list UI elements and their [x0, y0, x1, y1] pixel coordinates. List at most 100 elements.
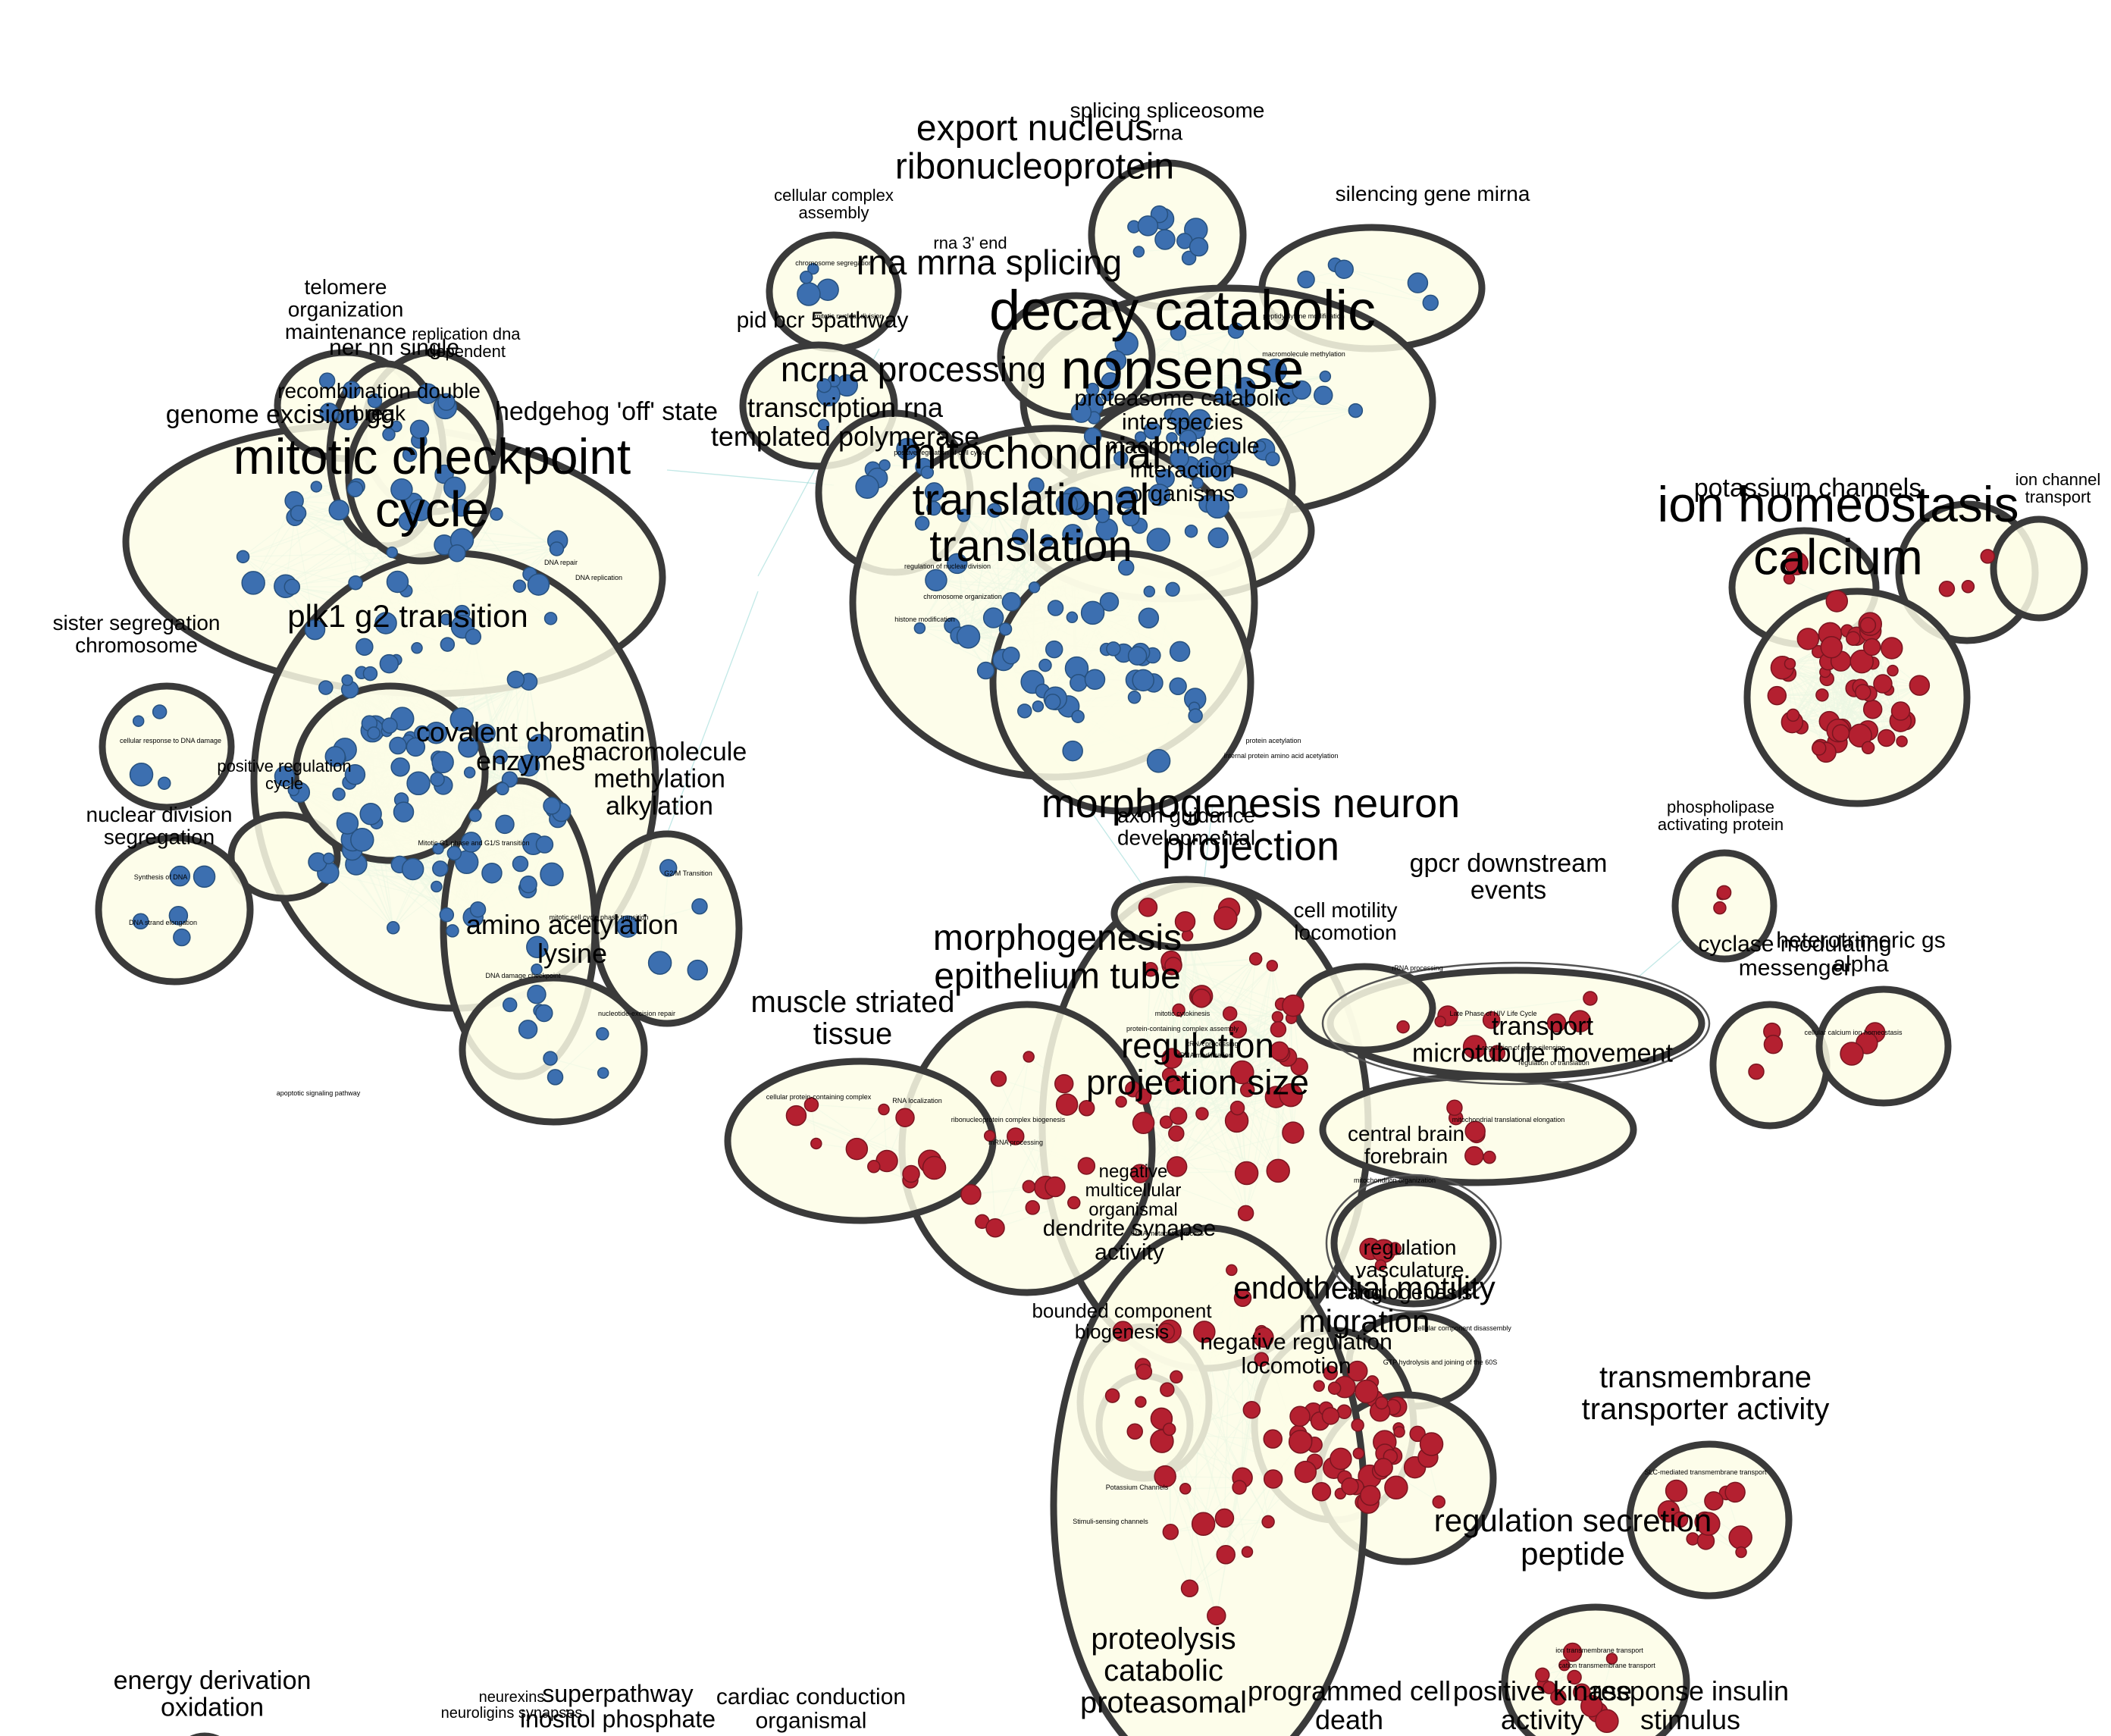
- blue-gene-set-node: [1188, 708, 1203, 723]
- red-gene-set-node: [1783, 572, 1796, 585]
- blue-gene-set-node: [517, 754, 540, 777]
- blue-gene-set-node: [390, 420, 402, 433]
- red-gene-set-node: [1241, 1546, 1254, 1558]
- cluster-label-line: biogenesis: [1075, 1320, 1169, 1343]
- blue-gene-set-node: [1146, 749, 1171, 773]
- blue-gene-set-node: [417, 383, 439, 404]
- cluster-label-line: decay catabolic: [989, 279, 1376, 342]
- node-label: Stimuli-sensing channels: [1073, 1518, 1148, 1525]
- blue-gene-set-node: [914, 515, 930, 531]
- red-gene-set-node: [1859, 616, 1877, 634]
- red-gene-set-node: [1135, 1363, 1153, 1380]
- blue-gene-set-node: [1001, 592, 1022, 612]
- red-gene-set-node: [922, 1155, 947, 1180]
- node-label: mitochondrion organization: [1354, 1177, 1436, 1184]
- cluster-label-line: plk1 g2 transition: [287, 598, 528, 634]
- node-label: RNA localization: [892, 1097, 942, 1105]
- blue-gene-set-node: [319, 403, 340, 422]
- cluster-label-line: dependent: [427, 342, 506, 361]
- inter-cluster-edge: [666, 469, 835, 486]
- blue-gene-set-node: [1070, 673, 1088, 692]
- cluster-label-line: organization: [288, 297, 404, 321]
- blue-gene-set-node: [452, 499, 470, 517]
- cluster-label-line: response insulin: [1592, 1675, 1789, 1706]
- cluster-label-line: vasculature: [1355, 1258, 1464, 1281]
- blue-gene-set-node: [597, 1067, 609, 1080]
- red-gene-set-node: [1671, 1511, 1689, 1528]
- blue-gene-set-node: [547, 1069, 564, 1086]
- red-gene-set-node: [1239, 1083, 1255, 1098]
- red-gene-set-node: [1409, 1425, 1426, 1443]
- cluster-label-line: morphogenesis neuron: [1041, 781, 1460, 826]
- red-gene-set-node: [1938, 581, 1956, 597]
- red-gene-set-node: [1388, 1242, 1402, 1255]
- blue-gene-set-node: [616, 915, 639, 938]
- blue-gene-set-node: [1146, 528, 1171, 552]
- red-gene-set-node: [1432, 1495, 1446, 1509]
- blue-gene-set-node: [1170, 448, 1189, 468]
- red-gene-set-node: [1045, 1176, 1066, 1198]
- node-label: tRNA metabolic process: [1131, 1230, 1204, 1237]
- red-gene-set-node: [1419, 1432, 1444, 1456]
- cluster-label-line: epithelium tube: [934, 956, 1181, 996]
- blue-gene-set-node: [304, 619, 326, 641]
- cluster-label-line: positive regulation: [217, 757, 351, 776]
- cluster-label-line: central brain: [1348, 1122, 1464, 1145]
- blue-gene-set-node: [659, 859, 678, 877]
- red-gene-set-node: [1313, 1380, 1325, 1392]
- blue-gene-set-node: [287, 784, 300, 797]
- cluster-label-line: muscle striated: [751, 986, 955, 1019]
- cluster-label-line: migration: [1299, 1303, 1430, 1339]
- blue-gene-set-node: [437, 393, 456, 411]
- blue-gene-set-node: [374, 612, 397, 635]
- cluster-label-rna-mrna: rna mrna splicing: [857, 243, 1122, 282]
- red-gene-set-node: [1229, 1100, 1245, 1116]
- red-gene-set-node: [785, 1105, 807, 1127]
- blue-gene-set-node: [1214, 386, 1233, 405]
- blue-gene-set-node: [401, 857, 424, 881]
- node-label: internal protein amino acid acetylation: [1223, 752, 1338, 760]
- blue-gene-set-node: [1143, 585, 1156, 598]
- cluster-label-line: transmembrane: [1599, 1361, 1812, 1394]
- inter-cluster-edge: [1636, 932, 1691, 979]
- red-gene-set-node: [1135, 1088, 1152, 1105]
- blue-gene-set-node: [543, 1051, 558, 1066]
- node-label: macromolecule methylation: [1262, 350, 1345, 358]
- red-gene-set-node: [1483, 1150, 1496, 1164]
- red-gene-set-node: [1143, 961, 1158, 977]
- blue-gene-set-node: [379, 653, 399, 674]
- red-gene-set-node: [1846, 631, 1861, 646]
- red-gene-set-node: [1748, 1063, 1765, 1080]
- red-gene-set-node: [1172, 1003, 1185, 1017]
- red-gene-set-node: [1567, 1669, 1582, 1685]
- cluster-label-line: bounded component: [1032, 1299, 1212, 1322]
- red-gene-set-node: [1169, 1107, 1188, 1125]
- node-label: rRNA processing: [1392, 964, 1443, 972]
- red-gene-set-node: [1696, 1512, 1721, 1536]
- blue-gene-set-node: [337, 409, 359, 431]
- node-label: DNA strand elongation: [129, 919, 197, 926]
- blue-gene-set-node: [1165, 581, 1180, 597]
- blue-gene-set-node: [355, 638, 374, 656]
- inter-cluster-edge: [666, 591, 759, 835]
- cluster-label-line: axon guidance: [1117, 804, 1255, 827]
- blue-gene-set-node: [318, 372, 336, 389]
- blue-gene-set-node: [274, 766, 296, 787]
- blue-gene-set-node: [1071, 710, 1085, 723]
- red-gene-set-node: [1154, 1465, 1176, 1488]
- red-gene-set-node: [1164, 957, 1182, 975]
- blue-gene-set-node: [496, 782, 509, 796]
- cluster-label-line: export nucleus: [916, 108, 1153, 149]
- red-gene-set-node: [1909, 675, 1931, 696]
- blue-gene-set-node: [446, 845, 462, 861]
- blue-gene-set-node: [348, 575, 363, 591]
- red-gene-set-node: [1022, 1180, 1036, 1193]
- red-gene-set-node: [1207, 1606, 1226, 1626]
- node-label: protein-containing complex assembly: [1126, 1025, 1239, 1033]
